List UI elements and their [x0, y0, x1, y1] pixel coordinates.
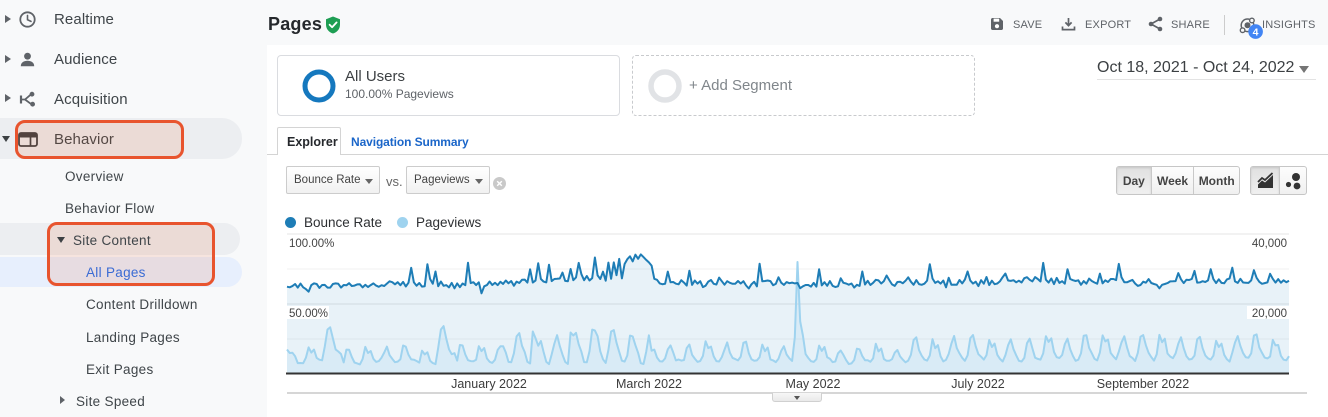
- svg-text:20,000: 20,000: [1252, 308, 1287, 320]
- svg-text:40,000: 40,000: [1252, 238, 1287, 250]
- svg-text:September 2022: September 2022: [1097, 377, 1189, 391]
- svg-text:January 2022: January 2022: [451, 377, 527, 391]
- svg-text:4: 4: [1253, 26, 1259, 38]
- svg-text:100.00%: 100.00%: [289, 238, 334, 250]
- svg-text:50.00%: 50.00%: [289, 308, 328, 320]
- svg-text:May 2022: May 2022: [786, 377, 841, 391]
- svg-text:July 2022: July 2022: [951, 377, 1005, 391]
- svg-text:March 2022: March 2022: [616, 377, 682, 391]
